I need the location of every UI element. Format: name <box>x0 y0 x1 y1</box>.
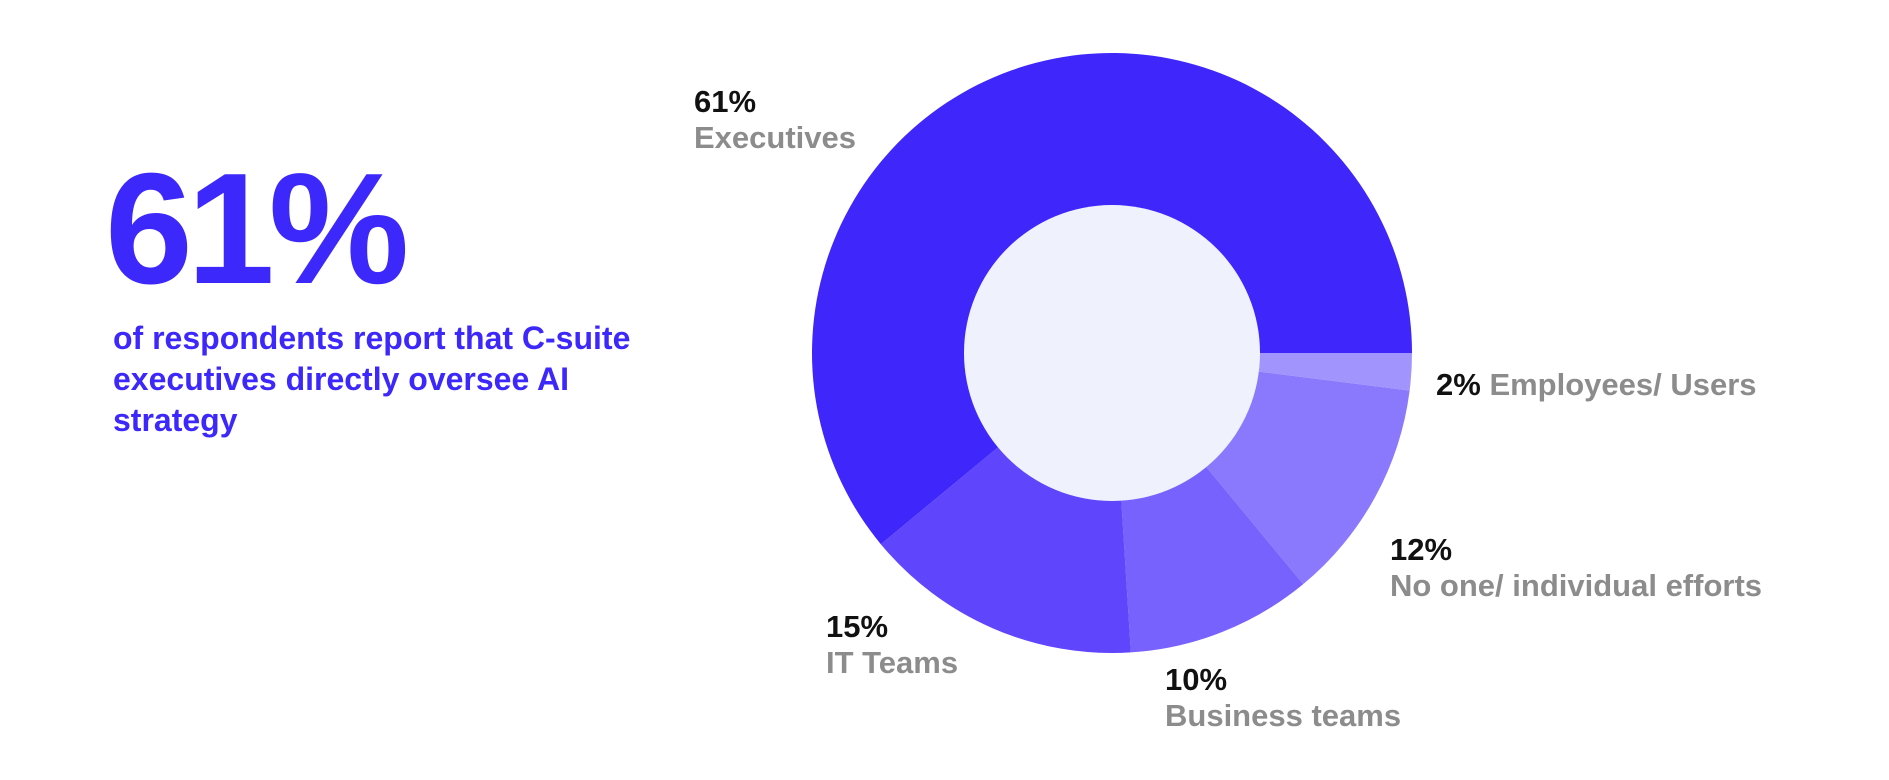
label-employees-name: Employees/ Users <box>1489 367 1757 402</box>
headline-caption: of respondents report that C-suite execu… <box>113 320 631 438</box>
label-no-one: 12% No one/ individual efforts <box>1390 532 1762 604</box>
label-business-teams-name: Business teams <box>1165 698 1402 733</box>
label-employees: 2% Employees/ Users <box>1436 367 1757 403</box>
label-it-teams-pct: 15% <box>826 609 889 644</box>
label-it-teams-name: IT Teams <box>826 645 959 680</box>
headline-stat: 61% <box>105 141 409 317</box>
label-executives-name: Executives <box>694 120 856 155</box>
donut-hole <box>964 205 1260 501</box>
label-no-one-name: No one/ individual efforts <box>1390 568 1763 603</box>
label-it-teams: 15% IT Teams <box>826 609 958 681</box>
label-employees-pct: 2% <box>1436 367 1481 402</box>
label-no-one-pct: 12% <box>1390 532 1453 567</box>
label-executives-pct: 61% <box>694 84 757 119</box>
label-business-teams-pct: 10% <box>1165 662 1228 697</box>
label-executives: 61% Executives <box>694 84 856 156</box>
label-business-teams: 10% Business teams <box>1165 662 1401 734</box>
